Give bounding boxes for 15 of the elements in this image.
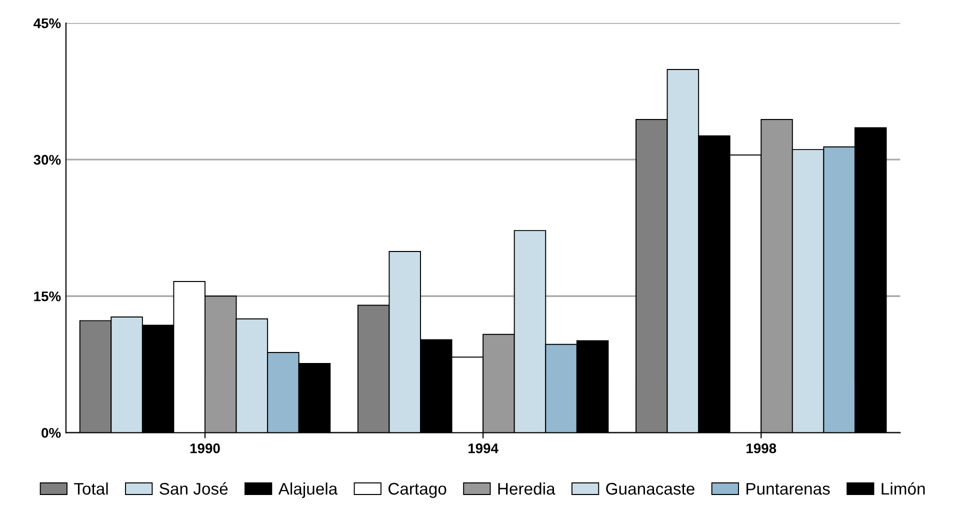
legend-label: Alajuela: [278, 482, 338, 498]
legend-label: Heredia: [498, 482, 556, 495]
x-tick-label: 1994: [468, 443, 498, 454]
y-tick-label: 45%: [34, 18, 61, 28]
legend-label: Cartago: [388, 482, 446, 498]
legend-label: Total: [74, 482, 108, 495]
legend-label: San José: [160, 482, 228, 495]
legend-label: Puntarenas: [746, 483, 830, 495]
y-tick-label: 30%: [34, 154, 61, 165]
x-tick-label: 1998: [746, 443, 776, 454]
y-tick-label: 0%: [42, 428, 61, 438]
legend-label: Limón: [882, 482, 925, 495]
legend-label: Guanacaste: [606, 482, 694, 495]
x-tick-label: 1990: [190, 443, 220, 454]
y-tick-label: 15%: [34, 291, 61, 302]
